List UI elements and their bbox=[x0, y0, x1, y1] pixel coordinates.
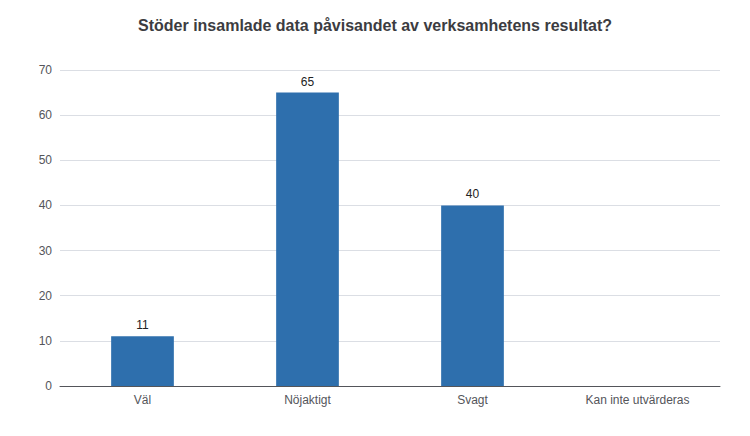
svg-text:Nöjaktigt: Nöjaktigt bbox=[284, 393, 331, 407]
svg-text:20: 20 bbox=[39, 289, 53, 303]
svg-text:11: 11 bbox=[136, 318, 149, 332]
svg-text:65: 65 bbox=[301, 75, 315, 89]
svg-text:10: 10 bbox=[39, 334, 53, 348]
svg-text:40: 40 bbox=[466, 187, 480, 201]
svg-text:40: 40 bbox=[39, 198, 53, 212]
svg-text:Väl: Väl bbox=[134, 393, 151, 407]
svg-text:70: 70 bbox=[39, 63, 53, 77]
svg-text:Stöder insamlade data påvisand: Stöder insamlade data påvisandet av verk… bbox=[138, 17, 612, 34]
svg-text:0: 0 bbox=[45, 379, 52, 393]
svg-text:Svagt: Svagt bbox=[457, 393, 488, 407]
svg-text:60: 60 bbox=[39, 108, 53, 122]
svg-text:50: 50 bbox=[39, 153, 53, 167]
svg-text:30: 30 bbox=[39, 244, 53, 258]
svg-text:Kan inte utvärderas: Kan inte utvärderas bbox=[585, 393, 689, 407]
